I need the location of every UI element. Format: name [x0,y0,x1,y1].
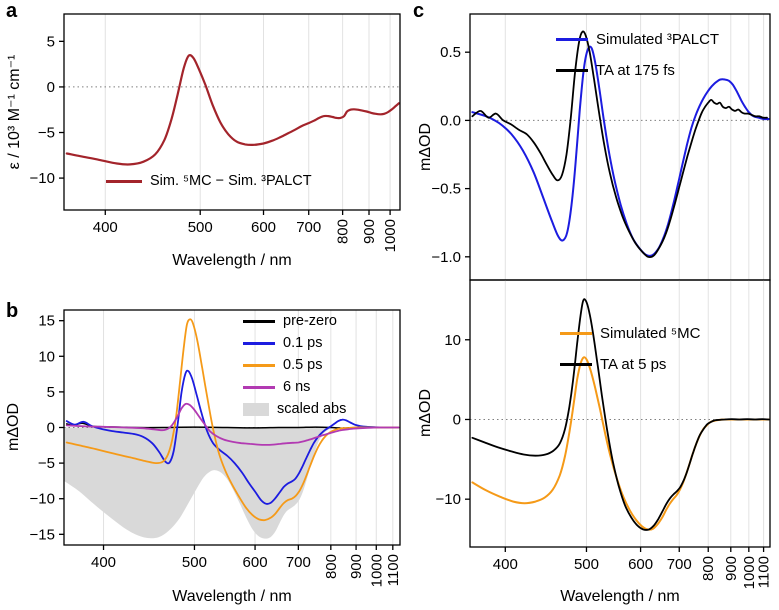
panel-c-top-chart: 0.5 0.0 −0.5 −1.0 [431,13,771,281]
svg-text:400: 400 [93,219,118,236]
panel-b-x-axis-label: Wavelength / nm [172,588,292,605]
svg-text:−1.0: −1.0 [431,249,461,266]
panel-a: a ε / 10³ M⁻¹ cm⁻¹ 400 500 600 700 800 900 100… [0,0,410,300]
svg-text:0.0: 0.0 [440,112,461,129]
svg-text:1000: 1000 [741,556,758,589]
svg-text:600: 600 [251,219,276,236]
svg-text:700: 700 [667,556,692,573]
svg-text:400: 400 [493,556,518,573]
legend-item-ta-175fs: TA at 175 fs [556,55,719,86]
svg-text:0: 0 [47,420,55,437]
panel-label-b: b [6,300,19,322]
legend-item-pre-zero: pre-zero [243,310,346,332]
svg-text:15: 15 [38,313,55,330]
legend-label: pre-zero [283,313,337,329]
svg-text:0: 0 [47,79,55,96]
svg-text:500: 500 [188,219,213,236]
panel-b-legend: pre-zero 0.1 ps 0.5 ps 6 ns scaled abs [243,310,346,420]
svg-text:−5: −5 [38,125,55,142]
svg-text:800: 800 [335,219,352,244]
legend-item-scaled-abs: scaled abs [243,398,346,420]
legend-label: Simulated ⁵MC [600,325,701,342]
svg-text:700: 700 [296,219,321,236]
legend-item-simulated-5mc: Simulated ⁵MC [560,318,700,349]
svg-text:5: 5 [47,33,55,50]
legend-label: Simulated ³PALCT [596,31,720,48]
svg-text:900: 900 [361,219,378,244]
svg-text:−10: −10 [30,170,55,187]
panel-label-a: a [6,0,18,22]
svg-text:600: 600 [628,556,653,573]
legend-item-ta-5ps: TA at 5 ps [560,349,700,380]
svg-text:0.5: 0.5 [440,44,461,61]
panel-c-top-legend: Simulated ³PALCT TA at 175 fs [556,24,719,86]
panel-c-bottom-legend: Simulated ⁵MC TA at 5 ps [560,318,700,380]
panel-a-legend: Sim. ⁵MC − Sim. ³PALCT [106,170,312,192]
panel-a-chart: 400 500 600 700 800 900 1000 5 0 −5 −10 [30,13,401,252]
panel-b: b mΔOD 400 500 600 700 800 900 1000 1100 15 10 5 0 −… [0,300,410,610]
svg-text:−15: −15 [30,526,55,543]
line-swatch-magenta [243,385,275,389]
legend-item-simulated-3palct: Simulated ³PALCT [556,24,719,55]
svg-text:800: 800 [700,556,717,581]
svg-text:400: 400 [91,554,116,571]
legend-label: 0.1 ps [283,335,323,351]
panel-a-x-axis-label: Wavelength / nm [172,252,292,269]
legend-label: TA at 175 fs [596,62,675,79]
line-swatch-black [560,363,592,366]
svg-text:1100: 1100 [385,554,402,586]
legend-label: TA at 5 ps [600,356,667,373]
svg-text:−0.5: −0.5 [431,181,461,198]
line-swatch-blue [243,341,275,345]
legend-item-0-1-ps: 0.1 ps [243,332,346,354]
line-swatch-orange [243,363,275,367]
svg-text:−5: −5 [38,455,55,472]
panel-label-c: c [413,0,425,22]
panel-c-x-axis-label: Wavelength / nm [560,588,680,605]
legend-label: 6 ns [283,379,311,395]
legend-label: 0.5 ps [283,357,323,373]
svg-text:−10: −10 [30,491,55,508]
svg-text:−10: −10 [436,491,461,508]
line-swatch-black [556,69,588,72]
legend-item-0-5-ps: 0.5 ps [243,354,346,376]
svg-text:500: 500 [182,554,207,571]
legend-label: scaled abs [277,401,347,417]
legend-item-6-ns: 6 ns [243,376,346,398]
svg-text:600: 600 [243,554,268,571]
svg-text:10: 10 [38,348,55,365]
legend-label: Sim. ⁵MC − Sim. ³PALCT [150,173,312,189]
area-swatch-gray [243,402,269,416]
svg-text:5: 5 [47,384,55,401]
svg-text:1000: 1000 [382,219,399,252]
legend-item-sim-diff: Sim. ⁵MC − Sim. ³PALCT [106,170,312,192]
panel-b-chart: 400 500 600 700 800 900 1000 1100 15 10 5 0 −5 −10 −15 [30,309,402,587]
svg-text:1000: 1000 [368,554,385,587]
svg-text:1100: 1100 [756,556,773,588]
svg-text:0: 0 [453,411,461,428]
panel-c: c mΔOD 0.5 0.0 −0.5 −1.0 Simulated ³PALCT T… [410,0,779,610]
svg-text:500: 500 [574,556,599,573]
line-swatch-black [243,319,275,323]
svg-text:900: 900 [348,554,365,579]
panel-c-bottom-y-axis-label: mΔOD [417,388,434,438]
panel-b-y-axis-label: mΔOD [5,402,22,452]
svg-text:900: 900 [723,556,740,581]
line-swatch-dark-red [106,179,142,183]
panel-c-top-y-axis-label: mΔOD [417,122,434,172]
panel-a-y-axis-label: ε / 10³ M⁻¹ cm⁻¹ [6,54,23,170]
svg-text:700: 700 [286,554,311,571]
svg-text:800: 800 [323,554,340,579]
svg-text:10: 10 [444,332,461,349]
line-swatch-orange [560,332,592,335]
line-swatch-blue [556,38,588,41]
